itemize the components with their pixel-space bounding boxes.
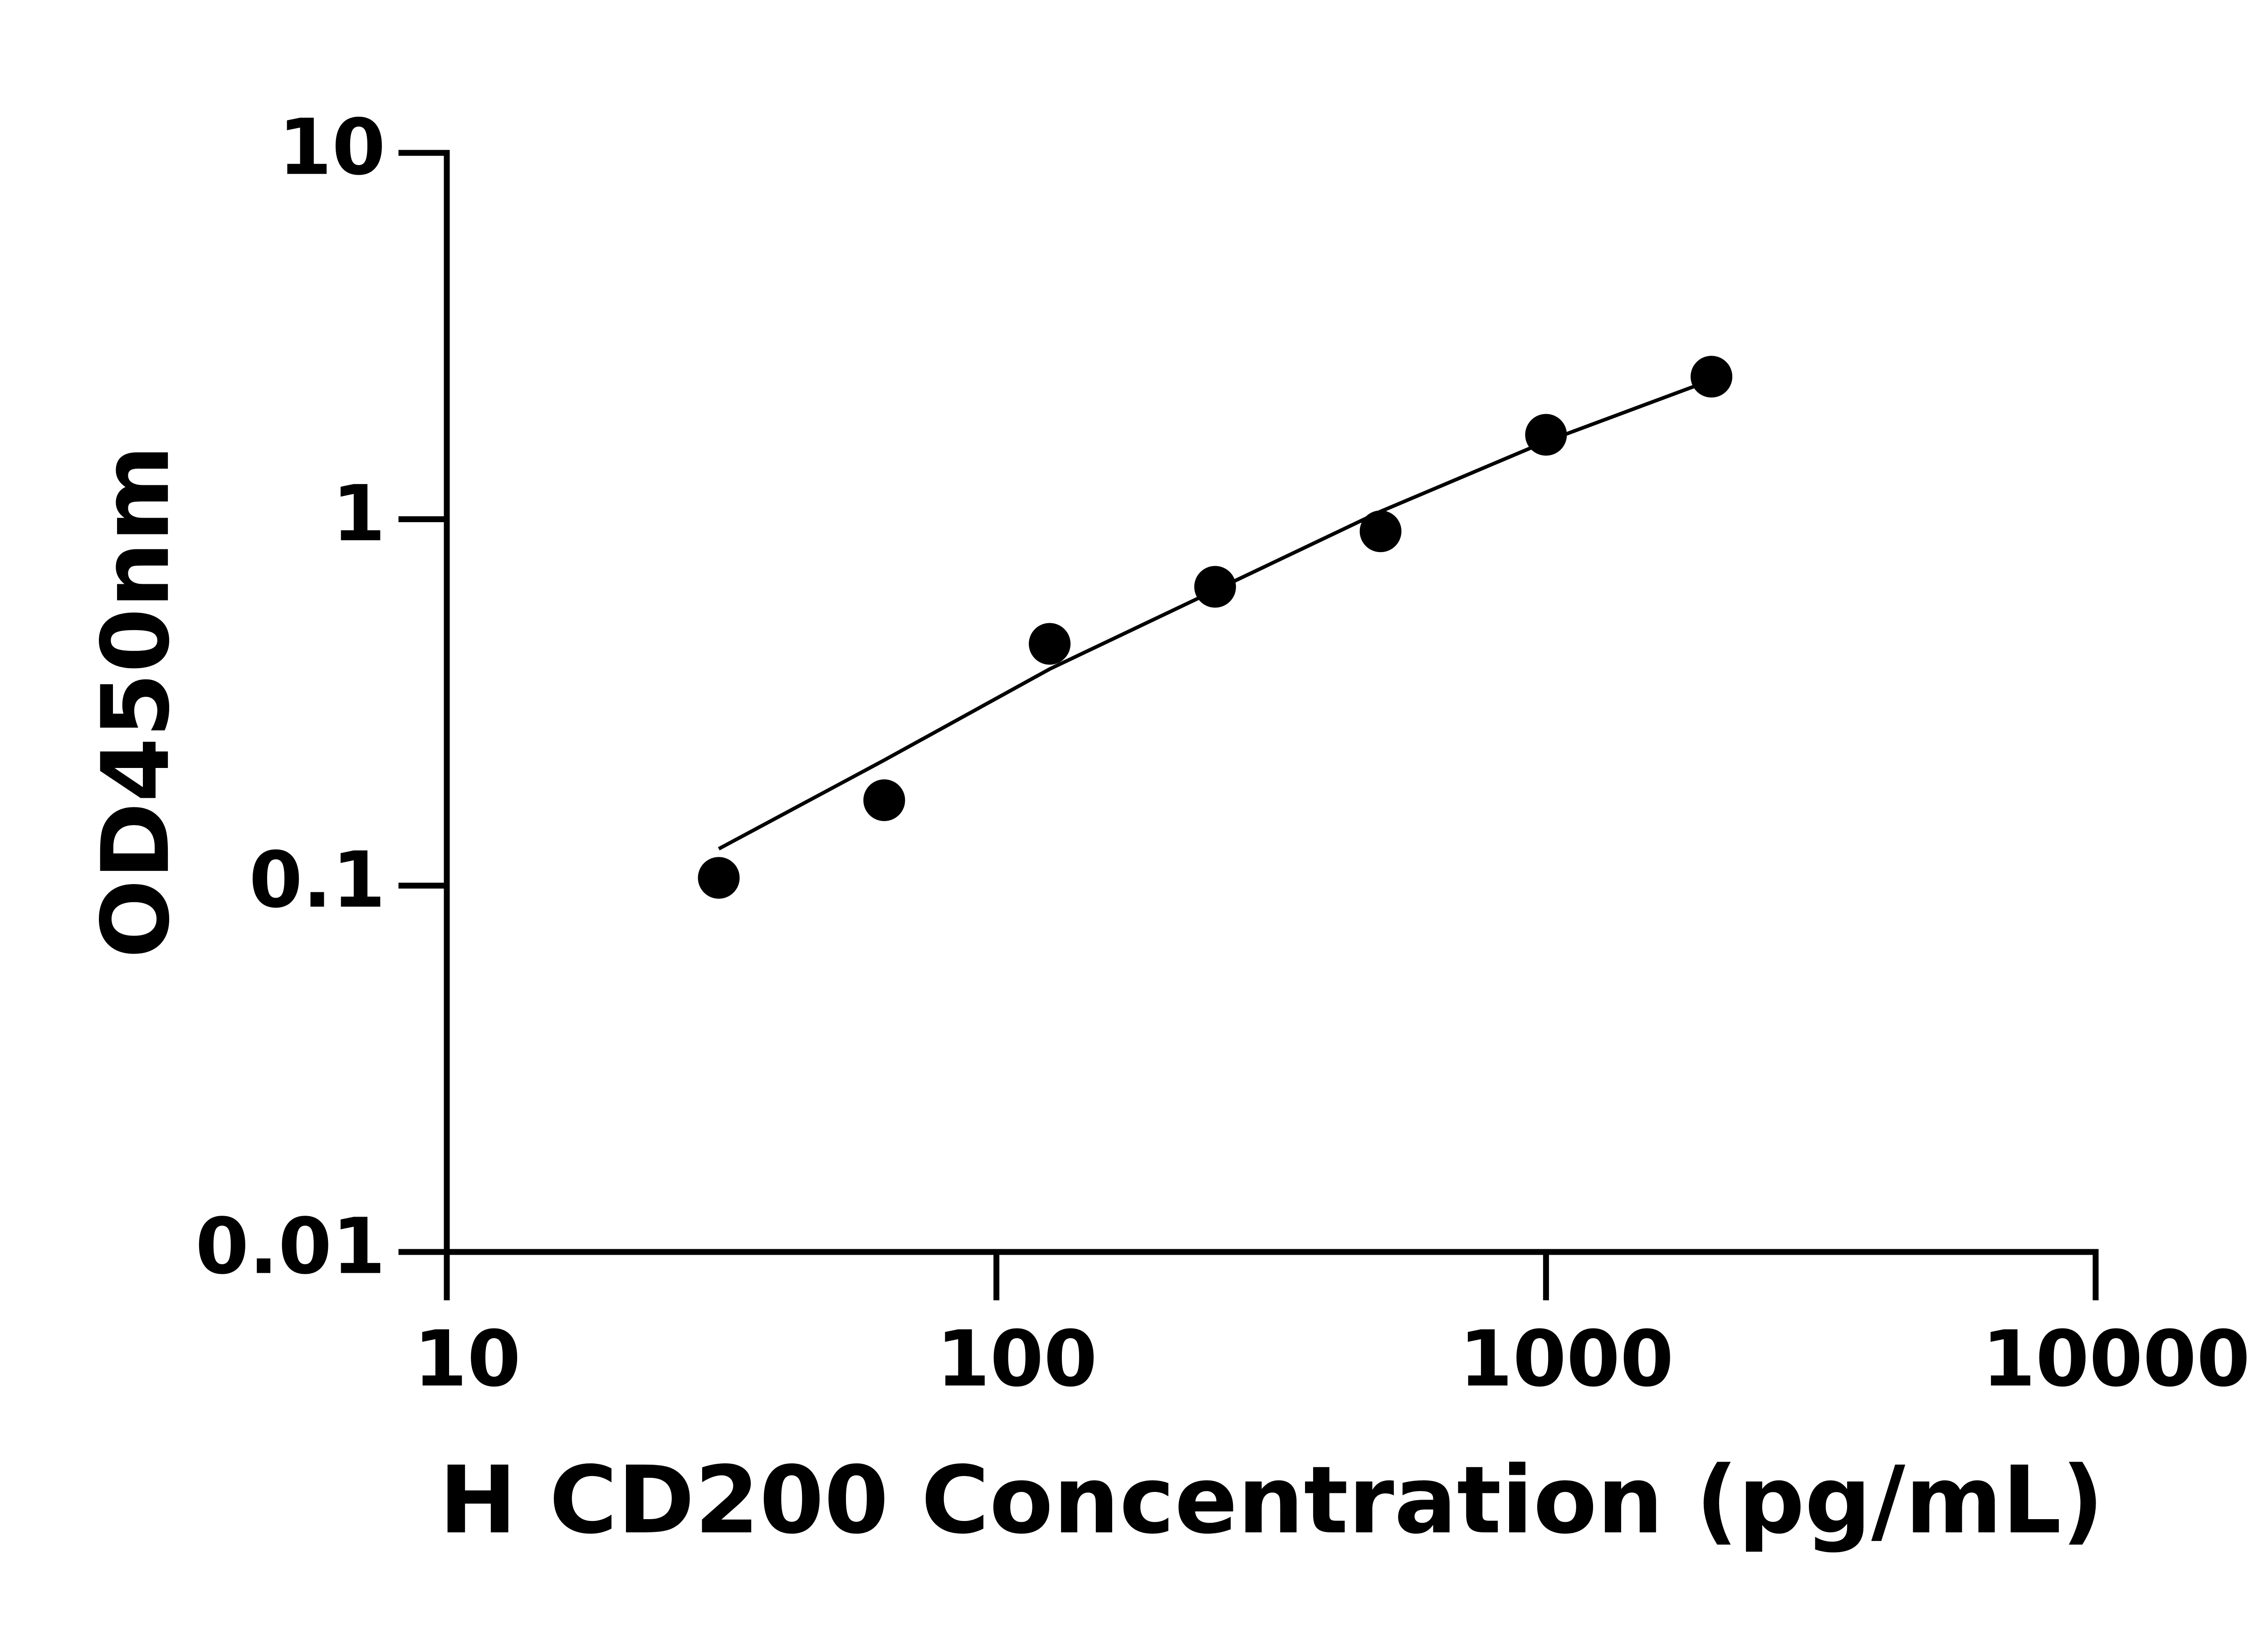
x-tick-label: 10 <box>414 1314 521 1404</box>
x-tick-label: 100 <box>936 1314 1097 1404</box>
data-point <box>1359 510 1402 552</box>
x-tick-label: 10000 <box>1982 1314 2250 1404</box>
y-tick-label: 0.01 <box>196 1202 386 1291</box>
data-point <box>698 857 740 899</box>
x-axis-label: H CD200 Concentration (pg/mL) <box>439 1447 2104 1555</box>
y-tick-label: 10 <box>278 103 386 192</box>
data-point <box>1691 356 1733 398</box>
y-tick-label: 0.1 <box>249 836 386 925</box>
data-point <box>1525 414 1567 456</box>
x-tick-label: 1000 <box>1459 1314 1674 1404</box>
y-tick-label: 1 <box>332 469 386 559</box>
data-point <box>1029 623 1071 665</box>
fit-line <box>718 378 1712 851</box>
data-point <box>863 779 905 821</box>
y-axis-label: OD450nm <box>82 445 190 958</box>
data-point <box>1194 566 1236 608</box>
